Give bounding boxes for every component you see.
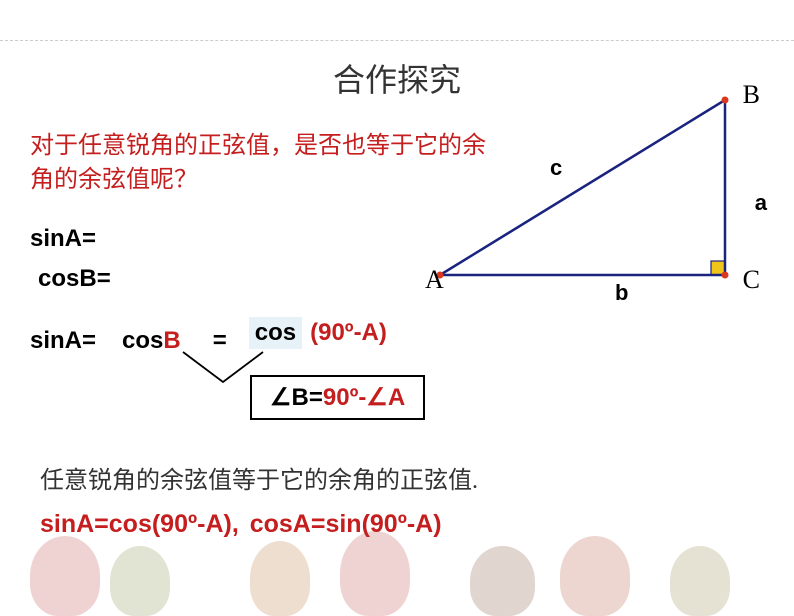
question-line1: 对于任意锐角的正弦值，是否也等于它的余 bbox=[30, 133, 486, 159]
question-text: 对于任意锐角的正弦值，是否也等于它的余 角的余弦值呢？ bbox=[30, 130, 486, 197]
vertex-c-label: C bbox=[743, 265, 760, 295]
eq-cos: cos bbox=[249, 317, 302, 349]
cos-b-label: cosB= bbox=[38, 265, 111, 293]
eq-cosb: cosB bbox=[122, 327, 181, 355]
callout-pre: ∠B= bbox=[270, 384, 323, 411]
eq-sina: sinA= bbox=[30, 327, 96, 355]
bottom-formula: sinA=cos(90º-A), cosA=sin(90º-A) bbox=[40, 510, 442, 539]
triangle-diagram: B A C c a b bbox=[425, 85, 755, 305]
eq-cos-prefix: cos bbox=[122, 327, 163, 354]
sin-a-label: sinA= bbox=[30, 225, 96, 253]
side-c-label: c bbox=[550, 155, 562, 181]
divider bbox=[0, 40, 794, 41]
question-line2: 角的余弦值呢？ bbox=[30, 167, 198, 193]
eq-ninety: (90º-A) bbox=[310, 319, 387, 347]
callout-box: ∠B=90º-∠A bbox=[250, 375, 425, 420]
conclusion-text: 任意锐角的余弦值等于它的余角的正弦值. bbox=[40, 460, 478, 495]
side-b-label: b bbox=[615, 280, 628, 306]
triangle-svg bbox=[425, 85, 755, 305]
vertex-b-label: B bbox=[743, 80, 760, 110]
vertex-a-label: A bbox=[425, 265, 444, 295]
side-a-label: a bbox=[755, 190, 767, 216]
callout-val: 90º-∠A bbox=[323, 384, 405, 411]
